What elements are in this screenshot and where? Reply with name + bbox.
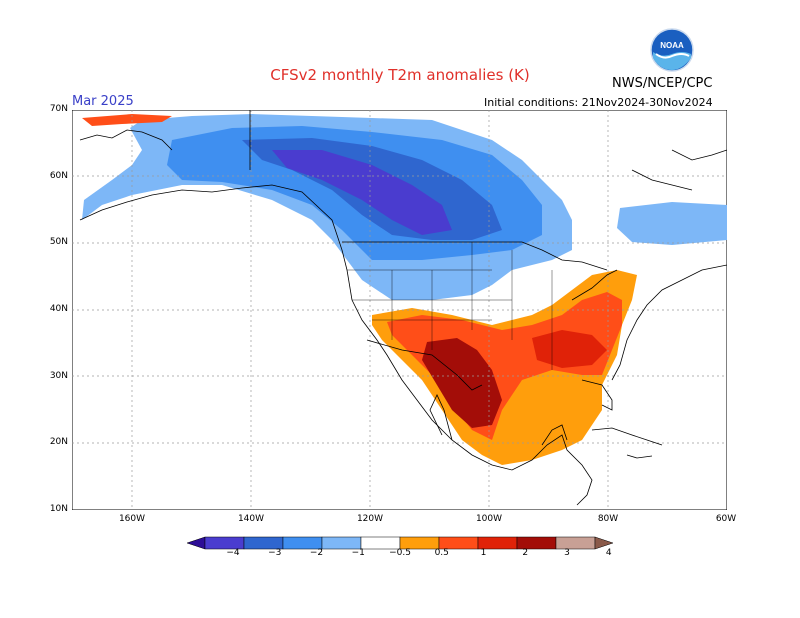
colorbar-label: −1 <box>351 548 365 558</box>
lat-label-70n: 70N <box>49 104 68 114</box>
lat-label-40n: 40N <box>49 304 68 314</box>
lon-label-120w: 120W <box>356 514 384 524</box>
colorbar-label: 0.5 <box>434 548 449 558</box>
colorbar-label: −3 <box>268 548 282 558</box>
svg-text:NOAA: NOAA <box>660 41 684 50</box>
colorbar-label: 1 <box>480 548 487 558</box>
cold-region-strongest <box>272 150 452 235</box>
state-borders <box>347 242 553 370</box>
lat-label-60n: 60N <box>49 171 68 181</box>
cold-region-light-east <box>617 202 727 245</box>
warm-region-north <box>82 114 172 126</box>
agency-label: NWS/NCEP/CPC <box>612 76 713 91</box>
lon-label-80w: 80W <box>597 514 619 524</box>
lat-label-30n: 30N <box>49 371 68 381</box>
warm-region-darkred <box>532 330 607 368</box>
colorbar-label: −0.5 <box>389 548 411 558</box>
colorbar-label: −2 <box>309 548 324 558</box>
warm-anomaly-regions <box>82 114 637 465</box>
lat-label-10n: 10N <box>49 504 68 514</box>
lon-label-100w: 100W <box>475 514 503 524</box>
colorbar <box>186 536 614 550</box>
coastlines <box>79 110 727 506</box>
warm-region-maroon <box>422 338 502 428</box>
initial-conditions: Initial conditions: 21Nov2024-30Nov2024 <box>484 96 713 109</box>
lon-label-160w: 160W <box>118 514 146 524</box>
colorbar-segment <box>186 536 206 550</box>
colorbar-label: −4 <box>226 548 240 558</box>
noaa-logo-icon: NOAA <box>650 28 694 72</box>
lon-label-140w: 140W <box>237 514 265 524</box>
grid-lines <box>72 110 727 510</box>
lat-label-50n: 50N <box>49 237 68 247</box>
cold-anomaly-regions <box>82 114 727 300</box>
anomaly-map <box>72 110 727 510</box>
colorbar-segment <box>594 536 614 550</box>
lat-label-20n: 20N <box>49 437 68 447</box>
colorbar-label: 2 <box>522 548 529 558</box>
colorbar-label: 4 <box>605 548 612 558</box>
lon-label-60w: 60W <box>715 514 737 524</box>
chart-title: CFSv2 monthly T2m anomalies (K) <box>270 66 530 84</box>
warm-region-red <box>387 292 622 440</box>
colorbar-label: 3 <box>564 548 570 558</box>
forecast-month: Mar 2025 <box>72 94 134 109</box>
